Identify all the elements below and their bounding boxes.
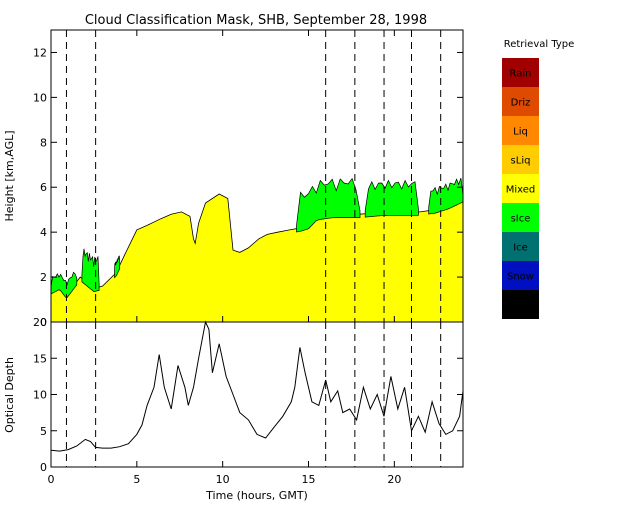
- legend-swatch: [502, 58, 539, 87]
- legend-label: Rain: [510, 69, 532, 80]
- legend-label: Driz: [511, 98, 531, 109]
- cloud-mask-data: [50, 177, 464, 323]
- legend-label: Ice: [513, 243, 528, 254]
- bottom-vertical-lines: [65, 322, 442, 467]
- legend-swatch: [502, 203, 539, 232]
- top-y-tick-label: 4: [40, 226, 47, 239]
- legend-swatch: [502, 116, 539, 145]
- top-y-axis-label: Height [km,AGL]: [3, 130, 16, 221]
- bottom-y-tick-label: 0: [40, 461, 47, 474]
- bottom-x-tick-label: 10: [216, 473, 230, 486]
- top-y-tick-label: 6: [40, 181, 47, 194]
- bottom-y-tick-label: 10: [33, 389, 47, 402]
- bottom-x-tick-label: 20: [387, 473, 401, 486]
- sice-region: [296, 177, 361, 233]
- bottom-y-tick-label: 5: [40, 425, 47, 438]
- legend-swatch: [502, 145, 539, 174]
- legend-label: Uncrt: [507, 301, 534, 312]
- legend-label: sLiq: [511, 156, 531, 167]
- legend-swatch: [502, 290, 539, 319]
- legend-label: sIce: [511, 214, 531, 225]
- top-y-tick-label: 2: [40, 271, 47, 284]
- bottom-x-tick-label: 0: [48, 473, 55, 486]
- legend-items: Rain Driz Liq sLiq Mixed sIce Ice Snow Uncrt: [502, 58, 539, 319]
- legend: Retrieval Type Rain Driz Liq sLiq Mixed sIce I…: [502, 39, 574, 319]
- sice-region: [81, 248, 100, 292]
- bottom-y-axis-label: Optical Depth: [3, 357, 16, 433]
- sice-region: [50, 271, 78, 298]
- sice-region: [114, 255, 121, 279]
- top-y-tick-label: 0: [40, 316, 47, 329]
- bottom-y-tick-label: 15: [33, 352, 47, 365]
- bottom-x-tick-label: 15: [302, 473, 316, 486]
- bottom-y-tick-label: 20: [33, 316, 47, 329]
- legend-label: Snow: [507, 272, 534, 283]
- x-axis-label: Time (hours, GMT): [205, 489, 308, 502]
- top-axis-ticks: 0 2 4 6 8 10 12: [33, 30, 463, 329]
- legend-title: Retrieval Type: [504, 39, 575, 50]
- legend-swatch: [502, 174, 539, 203]
- legend-swatch: [502, 232, 539, 261]
- top-y-tick-label: 12: [33, 46, 47, 59]
- bottom-x-tick-label: 5: [133, 473, 140, 486]
- legend-swatch: [502, 87, 539, 116]
- chart-title: Cloud Classification Mask, SHB, Septembe…: [85, 13, 427, 28]
- top-vertical-lines: [65, 30, 442, 322]
- top-y-tick-label: 8: [40, 136, 47, 149]
- legend-label: Liq: [513, 127, 528, 138]
- legend-swatch: [502, 261, 539, 290]
- optical-depth-series-line: [50, 320, 464, 452]
- legend-label: Mixed: [506, 185, 536, 196]
- top-y-tick-label: 10: [33, 91, 47, 104]
- cloud-mask-plot: 0 2 4 6 8 10 12 Height [km,AGL]: [3, 29, 464, 329]
